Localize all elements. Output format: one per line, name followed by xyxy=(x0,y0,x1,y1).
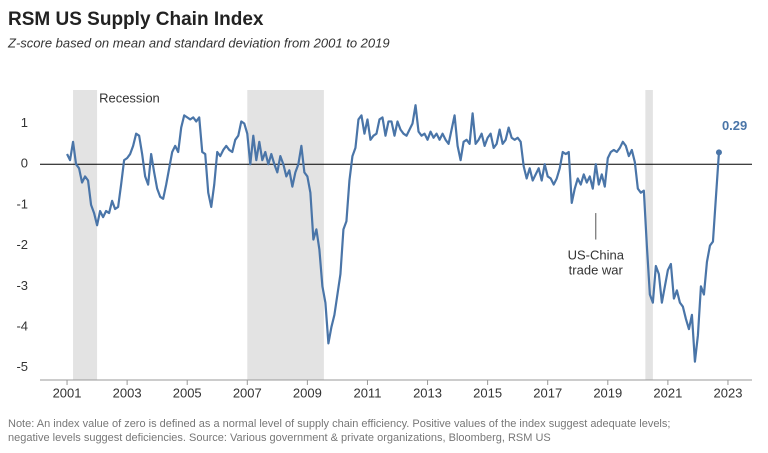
x-tick-label: 2007 xyxy=(233,385,262,400)
y-tick-label: -3 xyxy=(16,278,28,293)
recession-band xyxy=(645,90,653,380)
x-tick-label: 2017 xyxy=(533,385,562,400)
y-tick-label: -4 xyxy=(16,319,28,334)
y-tick-label: -2 xyxy=(16,237,28,252)
y-tick-label: -1 xyxy=(16,196,28,211)
x-tick-label: 2023 xyxy=(714,385,743,400)
annotation-text: US-China xyxy=(568,247,625,262)
x-tick-label: 2003 xyxy=(113,385,142,400)
x-tick-label: 2013 xyxy=(413,385,442,400)
recession-band xyxy=(73,90,98,380)
x-tick-label: 2009 xyxy=(293,385,322,400)
series-line xyxy=(66,104,721,363)
y-tick-label: 0 xyxy=(21,156,28,171)
x-tick-label: 2001 xyxy=(53,385,82,400)
x-tick-label: 2015 xyxy=(473,385,502,400)
end-value-label: 0.29 xyxy=(722,118,747,133)
annotation-text: trade war xyxy=(569,262,624,277)
y-tick-label: 1 xyxy=(21,115,28,130)
end-point xyxy=(715,149,722,156)
chart-subtitle: Z-score based on mean and standard devia… xyxy=(7,35,390,50)
y-tick-label: -5 xyxy=(16,359,28,374)
chart-title: RSM US Supply Chain Index xyxy=(8,9,264,30)
recession-band xyxy=(247,90,324,380)
note-line: negative levels suggest deficiencies. So… xyxy=(8,432,551,444)
x-tick-label: 2005 xyxy=(173,385,202,400)
x-tick-label: 2019 xyxy=(593,385,622,400)
x-tick-label: 2021 xyxy=(653,385,682,400)
x-tick-label: 2011 xyxy=(353,385,381,400)
recession-label: Recession xyxy=(99,90,160,105)
note-line: Note: An index value of zero is defined … xyxy=(8,418,670,430)
